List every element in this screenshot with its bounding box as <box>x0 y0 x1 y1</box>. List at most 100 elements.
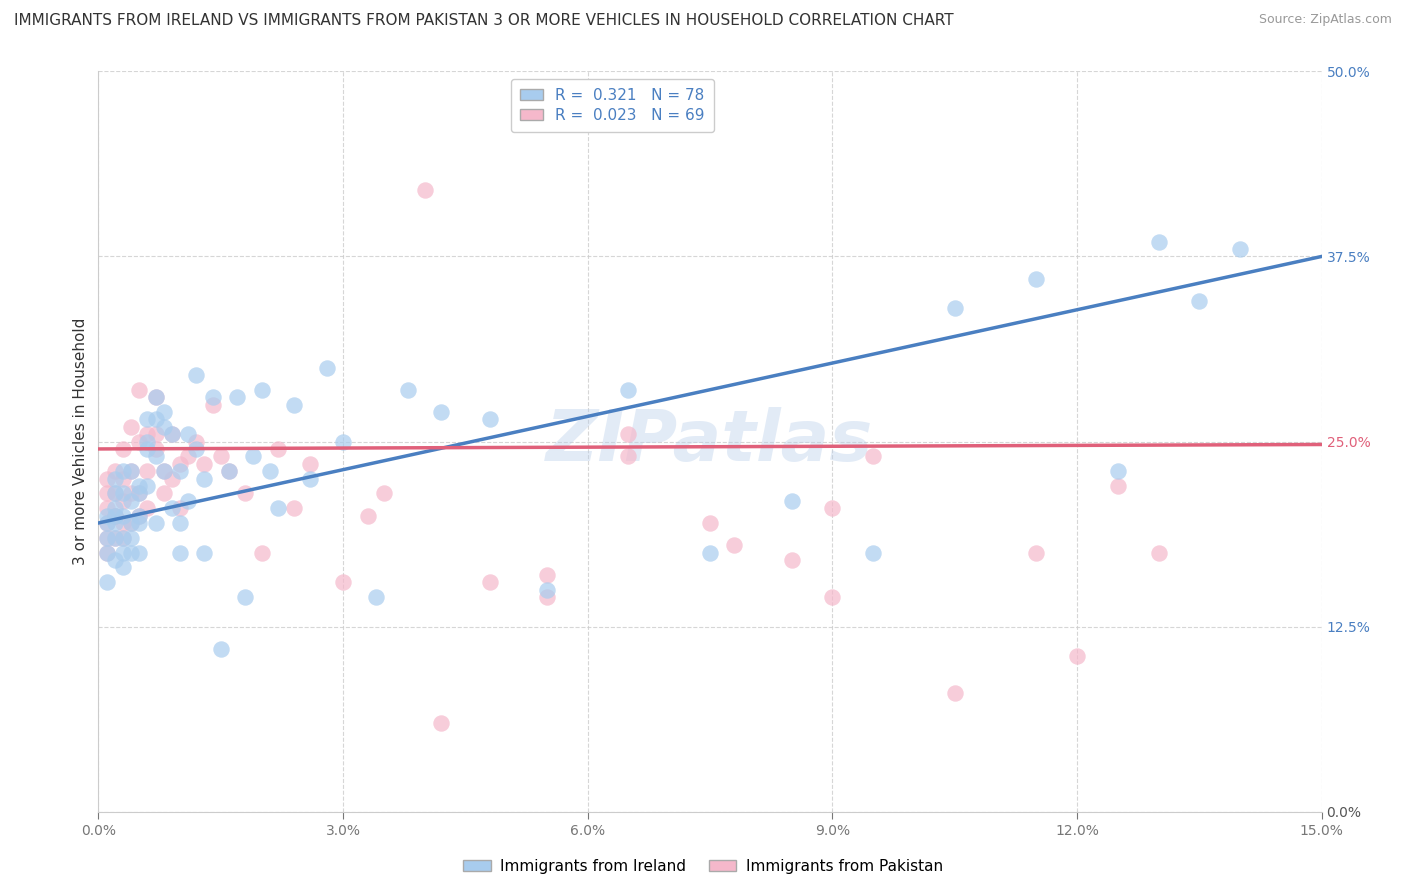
Point <box>478 412 501 426</box>
Point <box>1107 479 1129 493</box>
Point <box>96 501 118 516</box>
Point <box>169 516 191 530</box>
Point <box>536 567 558 582</box>
Point <box>128 516 150 530</box>
Point <box>96 531 118 545</box>
Point <box>145 412 167 426</box>
Point <box>104 471 127 485</box>
Point <box>111 508 134 523</box>
Point <box>218 464 240 478</box>
Point <box>862 546 884 560</box>
Point <box>299 471 322 485</box>
Point <box>111 486 134 500</box>
Point <box>128 479 150 493</box>
Point <box>193 471 215 485</box>
Point <box>136 479 159 493</box>
Point <box>1147 235 1170 249</box>
Point <box>430 715 453 730</box>
Point <box>128 486 150 500</box>
Point <box>160 501 183 516</box>
Point <box>193 546 215 560</box>
Point <box>96 546 118 560</box>
Point <box>1066 649 1088 664</box>
Point <box>128 546 150 560</box>
Point <box>152 464 174 478</box>
Point <box>120 531 142 545</box>
Point <box>186 368 208 382</box>
Point <box>104 531 127 545</box>
Point <box>283 501 305 516</box>
Point <box>104 486 127 500</box>
Point <box>104 531 127 545</box>
Point <box>111 531 134 545</box>
Point <box>169 501 191 516</box>
Point <box>111 531 134 545</box>
Point <box>111 516 134 530</box>
Point <box>152 419 174 434</box>
Point <box>152 405 174 419</box>
Point <box>104 516 127 530</box>
Point <box>299 457 322 471</box>
Point <box>120 464 142 478</box>
Point <box>104 508 127 523</box>
Point <box>1025 271 1047 285</box>
Point <box>723 538 745 552</box>
Point <box>283 398 305 412</box>
Point <box>186 434 208 449</box>
Point <box>152 486 174 500</box>
Point <box>136 412 159 426</box>
Point <box>250 383 273 397</box>
Point <box>104 486 127 500</box>
Point <box>699 516 721 530</box>
Point <box>96 546 118 560</box>
Point <box>128 486 150 500</box>
Point <box>1107 464 1129 478</box>
Point <box>233 486 256 500</box>
Point <box>267 501 290 516</box>
Point <box>1147 546 1170 560</box>
Point <box>536 582 558 597</box>
Point <box>152 464 174 478</box>
Point <box>233 590 256 604</box>
Y-axis label: 3 or more Vehicles in Household: 3 or more Vehicles in Household <box>73 318 89 566</box>
Point <box>943 301 966 316</box>
Point <box>1188 293 1211 308</box>
Point <box>943 686 966 700</box>
Point <box>111 442 134 456</box>
Point <box>160 427 183 442</box>
Point <box>430 405 453 419</box>
Point <box>169 464 191 478</box>
Point <box>120 516 142 530</box>
Point <box>128 383 150 397</box>
Point <box>160 471 183 485</box>
Text: Source: ZipAtlas.com: Source: ZipAtlas.com <box>1258 13 1392 27</box>
Point <box>120 546 142 560</box>
Point <box>821 501 844 516</box>
Point <box>145 450 167 464</box>
Point <box>96 516 118 530</box>
Point <box>128 434 150 449</box>
Point <box>209 450 232 464</box>
Point <box>120 516 142 530</box>
Point <box>617 383 640 397</box>
Legend: Immigrants from Ireland, Immigrants from Pakistan: Immigrants from Ireland, Immigrants from… <box>457 853 949 880</box>
Point <box>177 427 200 442</box>
Point <box>104 508 127 523</box>
Point <box>177 493 200 508</box>
Point <box>780 553 803 567</box>
Point <box>332 575 354 590</box>
Point <box>356 508 378 523</box>
Point <box>120 493 142 508</box>
Point <box>373 486 395 500</box>
Point <box>218 464 240 478</box>
Point <box>396 383 419 397</box>
Point <box>364 590 387 604</box>
Point <box>617 450 640 464</box>
Point <box>111 493 134 508</box>
Point <box>104 501 127 516</box>
Point <box>120 464 142 478</box>
Point <box>617 427 640 442</box>
Point <box>136 434 159 449</box>
Text: IMMIGRANTS FROM IRELAND VS IMMIGRANTS FROM PAKISTAN 3 OR MORE VEHICLES IN HOUSEH: IMMIGRANTS FROM IRELAND VS IMMIGRANTS FR… <box>14 13 953 29</box>
Point <box>145 427 167 442</box>
